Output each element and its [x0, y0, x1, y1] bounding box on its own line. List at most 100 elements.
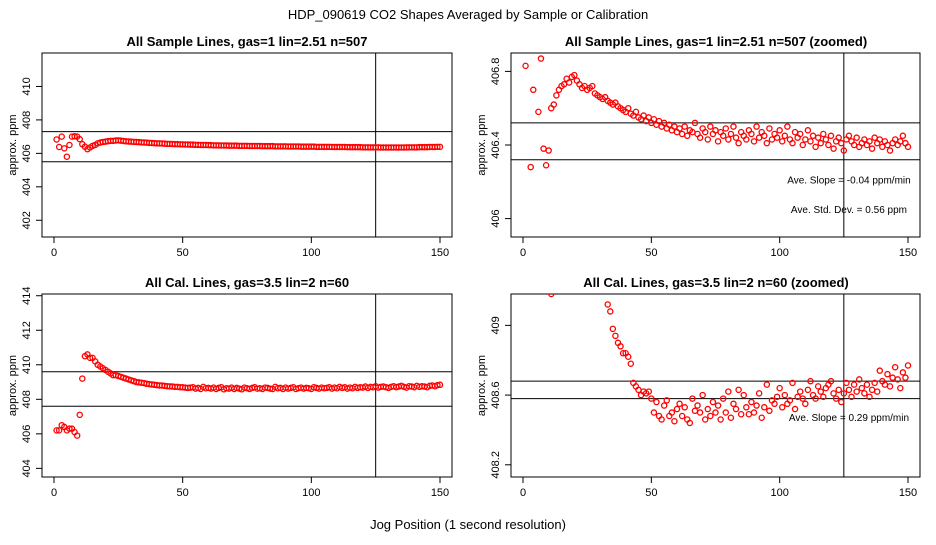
data-point	[804, 127, 812, 134]
data-point	[817, 388, 824, 395]
x-tick-label: 0	[520, 247, 526, 259]
data-point	[820, 393, 827, 401]
data-point	[694, 402, 701, 409]
data-point	[776, 384, 783, 392]
data-point	[743, 404, 750, 411]
data-point	[899, 132, 907, 140]
y-tick-label: 410	[21, 356, 33, 374]
y-tick-label: 408.2	[490, 451, 502, 479]
plot-area	[511, 294, 920, 477]
data-point	[796, 388, 804, 395]
data-point	[76, 135, 83, 143]
data-point	[701, 128, 709, 136]
data-point	[660, 402, 668, 409]
data-point	[845, 132, 853, 140]
data-point	[650, 409, 658, 416]
x-tick-label: 0	[51, 247, 57, 259]
data-point	[553, 92, 560, 99]
data-point	[709, 398, 717, 406]
data-point	[73, 432, 81, 439]
data-point	[861, 390, 868, 397]
data-point	[617, 343, 624, 350]
data-point	[789, 379, 796, 387]
data-point	[645, 388, 653, 395]
data-point	[537, 55, 545, 62]
data-point	[796, 130, 804, 138]
data-point	[866, 393, 873, 401]
data-point	[850, 381, 858, 388]
y-axis-label: approx. ppm	[7, 355, 19, 416]
data-point	[755, 390, 763, 397]
data-point	[899, 369, 907, 376]
data-point	[701, 416, 709, 423]
x-tick-label: 100	[770, 247, 788, 259]
y-tick-label: 402	[21, 211, 33, 229]
x-tick-label: 50	[645, 487, 657, 499]
data-point	[545, 147, 552, 154]
data-point	[894, 376, 901, 383]
y-tick-label: 408	[21, 111, 33, 129]
data-point	[781, 132, 789, 140]
data-point	[743, 136, 750, 143]
data-point	[624, 104, 632, 112]
data-point	[668, 409, 676, 416]
data-point	[814, 134, 822, 141]
data-point	[717, 416, 724, 423]
data-point	[766, 125, 773, 132]
data-point	[535, 108, 542, 116]
y-tick-label: 410	[21, 77, 33, 95]
chart-panel-1: All Sample Lines, gas=1 lin=2.51 n=507 0 5…	[7, 34, 453, 259]
data-point	[704, 136, 712, 143]
data-point	[825, 141, 832, 149]
data-point	[781, 391, 789, 399]
chart-title: All Sample Lines, gas=1 lin=2.51 n=507 (…	[565, 34, 867, 49]
data-point	[853, 388, 860, 395]
data-point	[820, 130, 827, 138]
data-point	[79, 375, 86, 382]
data-point	[63, 153, 71, 160]
data-point	[735, 386, 742, 394]
data-point	[707, 123, 714, 130]
data-point	[53, 427, 60, 434]
data-point	[868, 145, 876, 152]
data-point	[722, 125, 730, 132]
data-point	[799, 395, 807, 402]
y-tick-label: 408.6	[490, 381, 502, 409]
plot-area	[42, 53, 452, 237]
data-point	[527, 163, 534, 171]
y-tick-label: 409	[490, 316, 502, 334]
y-tick-label: 406	[21, 425, 33, 443]
data-point	[732, 405, 740, 413]
data-point	[873, 388, 881, 395]
data-point	[691, 119, 699, 127]
data-point	[753, 402, 760, 409]
data-point	[678, 412, 686, 420]
data-point	[789, 139, 796, 147]
data-point	[858, 384, 866, 392]
data-point	[845, 386, 853, 394]
data-point	[830, 390, 837, 397]
data-point	[436, 143, 444, 151]
data-point	[648, 395, 655, 402]
data-point	[699, 391, 706, 399]
data-point	[712, 409, 719, 416]
data-point	[681, 123, 688, 130]
data-point	[66, 425, 73, 432]
data-point	[830, 145, 837, 152]
data-point	[840, 390, 848, 397]
x-tick-label: 50	[645, 247, 657, 259]
data-point	[571, 71, 578, 79]
y-axis-label: approx. ppm	[7, 114, 19, 175]
y-axis-label: approx. ppm	[476, 114, 488, 175]
data-point	[761, 404, 768, 411]
figure-xlabel: Jog Position (1 second resolution)	[370, 517, 566, 532]
data-point	[753, 123, 760, 130]
data-point	[786, 397, 794, 404]
data-point	[565, 79, 573, 86]
data-point	[904, 362, 912, 369]
chart-panels: All Sample Lines, gas=1 lin=2.51 n=507 0 5…	[7, 34, 921, 499]
data-point	[604, 301, 611, 308]
data-point	[624, 353, 632, 360]
